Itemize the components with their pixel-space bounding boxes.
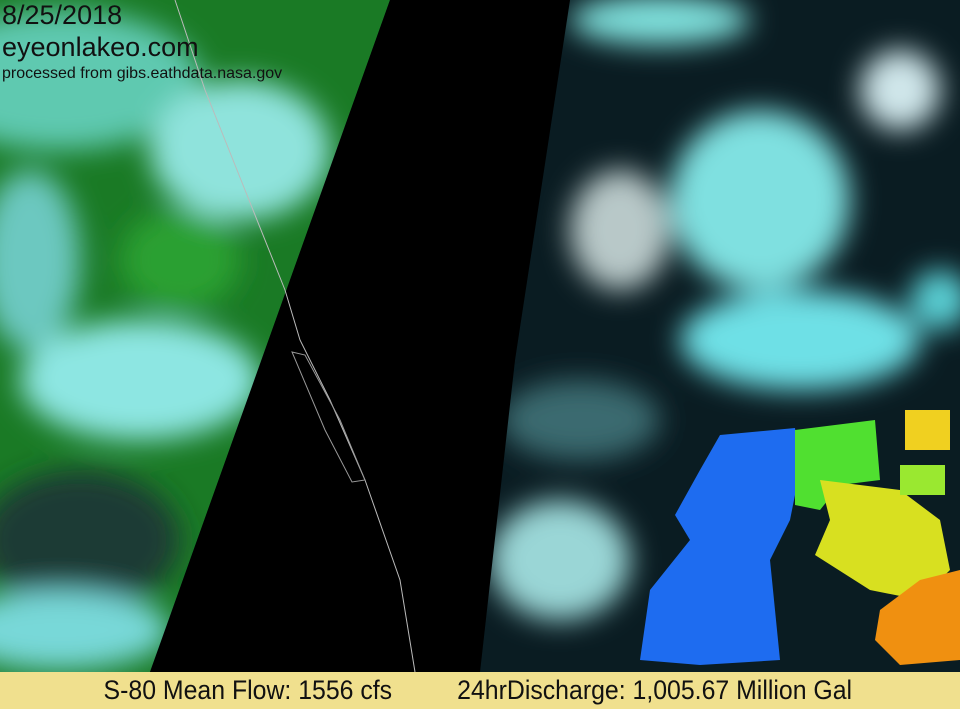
bloom-orange — [875, 570, 960, 665]
coastline — [174, 0, 416, 673]
flow-footer-bar: S-80 Mean Flow: 1556 cfs 24hrDischarge: … — [0, 672, 960, 709]
bloom-yellow-patch — [905, 410, 950, 450]
algae-bloom-overlay — [640, 410, 960, 665]
land-region — [0, 0, 390, 672]
bloom-green-patch — [900, 465, 945, 495]
swath-gap — [150, 0, 570, 672]
lake-outline — [291, 351, 366, 483]
bloom-blue — [640, 428, 800, 665]
source-credit: processed from gibs.eathdata.nasa.gov — [2, 65, 283, 82]
bloom-green — [795, 420, 880, 510]
site-watermark: eyeonlakeo.com — [2, 32, 199, 62]
mean-flow-text: S-80 Mean Flow: 1556 cfs — [103, 675, 392, 705]
discharge-text: 24hrDischarge: 1,005.67 Million Gal — [457, 675, 853, 705]
bloom-yellow — [815, 480, 950, 600]
date-label: 8/25/2018 — [2, 0, 123, 30]
